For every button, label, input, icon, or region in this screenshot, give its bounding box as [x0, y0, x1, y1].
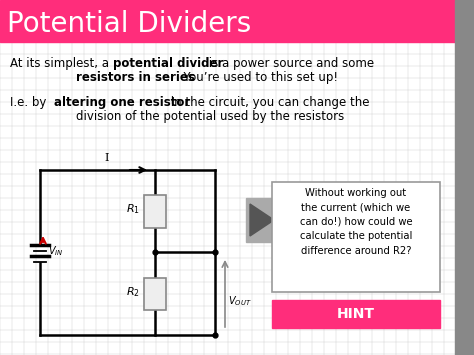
- Bar: [272, 300, 440, 328]
- Text: I.e. by: I.e. by: [10, 96, 50, 109]
- Bar: [0, 0, 455, 42]
- Text: $R_1$: $R_1$: [126, 203, 140, 217]
- Bar: [272, 182, 440, 292]
- Text: I: I: [105, 153, 109, 163]
- Text: is a power source and some: is a power source and some: [205, 57, 374, 70]
- Text: division of the potential used by the resistors: division of the potential used by the re…: [76, 110, 344, 123]
- Text: resistors in series: resistors in series: [76, 71, 195, 84]
- Bar: [144, 278, 166, 310]
- Text: $R_2$: $R_2$: [126, 285, 140, 299]
- Text: . You’re used to this set up!: . You’re used to this set up!: [176, 71, 338, 84]
- Text: HINT: HINT: [337, 307, 375, 321]
- Polygon shape: [250, 204, 274, 236]
- Bar: [246, 198, 280, 242]
- Text: Potential Dividers: Potential Dividers: [7, 10, 251, 38]
- Text: potential divider: potential divider: [113, 57, 223, 70]
- Text: $V_{OUT}$: $V_{OUT}$: [228, 294, 252, 308]
- Text: altering one resistor: altering one resistor: [54, 96, 190, 109]
- Bar: [144, 195, 166, 228]
- Bar: [455, 0, 474, 355]
- Text: $V_{IN}$: $V_{IN}$: [48, 244, 64, 258]
- Text: Without working out
the current (which we
can do!) how could we
calculate the po: Without working out the current (which w…: [300, 188, 412, 256]
- Text: in the circuit, you can change the: in the circuit, you can change the: [167, 96, 370, 109]
- Text: At its simplest, a: At its simplest, a: [10, 57, 113, 70]
